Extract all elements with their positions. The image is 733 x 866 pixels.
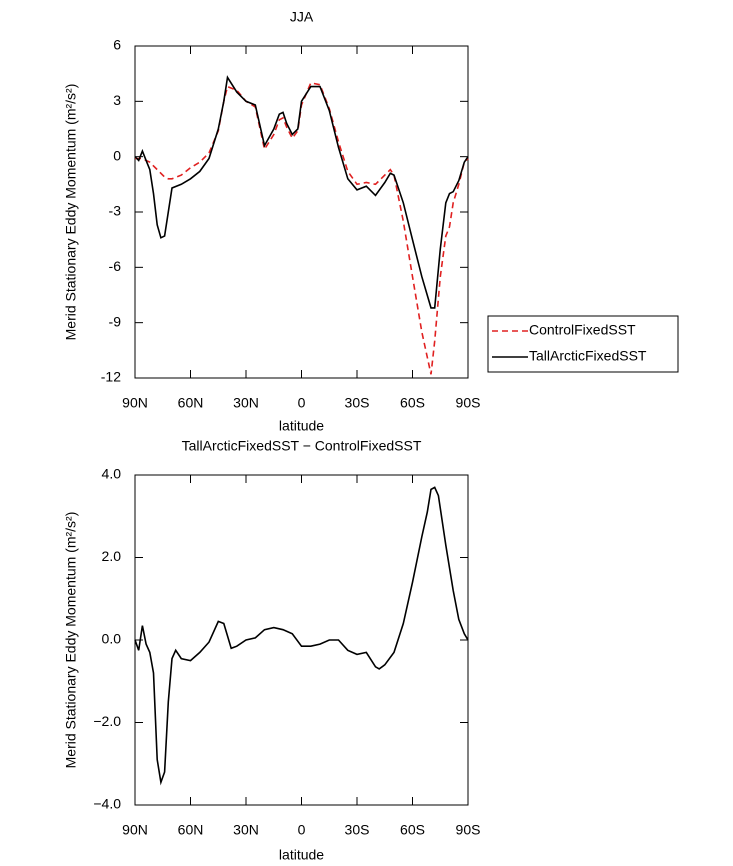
x-tick-label: 60N — [178, 822, 204, 838]
x-axis-label: latitude — [279, 847, 324, 863]
y-tick-label: -6 — [109, 258, 122, 274]
x-tick-label: 0 — [298, 395, 306, 411]
y-axis-label: Merid Stationary Eddy Momentum (m²/s²) — [63, 512, 79, 769]
x-tick-label: 30S — [345, 822, 370, 838]
chart-title: JJA — [290, 9, 314, 25]
y-axis-label: Merid Stationary Eddy Momentum (m²/s²) — [63, 84, 79, 341]
x-tick-label: 90N — [122, 395, 148, 411]
x-tick-label: 0 — [298, 822, 306, 838]
data-line — [134, 486, 469, 786]
y-tick-label: 0.0 — [102, 631, 122, 647]
y-tick-label: 6 — [113, 37, 121, 53]
legend-label: ControlFixedSST — [529, 322, 636, 338]
x-tick-label: 30N — [233, 395, 259, 411]
legend-label: TallArcticFixedSST — [529, 348, 647, 364]
x-tick-label: 30S — [345, 395, 370, 411]
plot-frame — [134, 45, 469, 379]
x-tick-label: 90S — [456, 395, 481, 411]
x-tick-label: 90N — [122, 822, 148, 838]
data-line — [134, 75, 469, 309]
y-tick-label: 4.0 — [102, 466, 122, 482]
y-tick-label: -3 — [109, 203, 122, 219]
y-tick-label: -9 — [109, 313, 122, 329]
data-line — [135, 81, 469, 375]
x-tick-label: 60S — [400, 822, 425, 838]
x-tick-label: 90S — [456, 822, 481, 838]
y-tick-label: 2.0 — [102, 548, 122, 564]
chart-title: TallArcticFixedSST − ControlFixedSST — [182, 438, 422, 454]
y-tick-label: 0 — [113, 147, 121, 163]
x-tick-label: 60S — [400, 395, 425, 411]
legend-box — [487, 315, 679, 373]
y-tick-label: −4.0 — [93, 796, 121, 812]
y-tick-label: 3 — [113, 92, 121, 108]
y-tick-label: -12 — [101, 369, 121, 385]
x-axis-label: latitude — [279, 418, 324, 434]
y-tick-label: −2.0 — [93, 713, 121, 729]
x-tick-label: 60N — [178, 395, 204, 411]
x-tick-label: 30N — [233, 822, 259, 838]
plot-frame — [134, 474, 469, 806]
